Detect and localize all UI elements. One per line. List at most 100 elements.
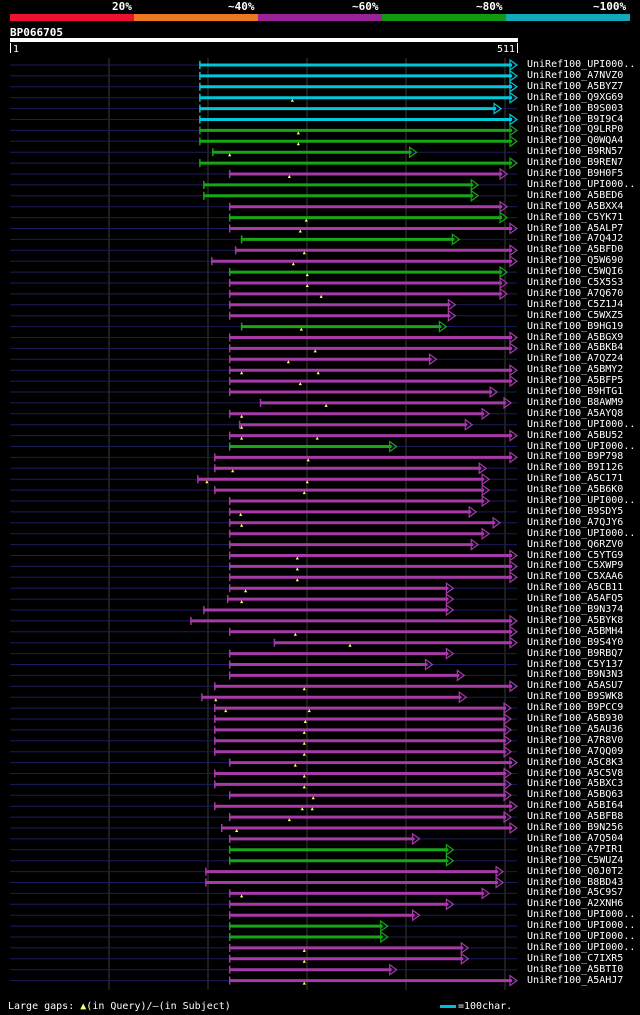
hit-name-link[interactable]: UniRef100_A5BFP5 (527, 375, 624, 387)
hit-name-link[interactable]: UniRef100_A5AU36 (527, 723, 624, 735)
hit-name-link[interactable]: UniRef100_UPI000.. (527, 941, 636, 953)
gap-marker-icon (302, 730, 306, 734)
hit-name-link[interactable]: UniRef100_B9RN57 (527, 146, 624, 158)
hit-name-link[interactable]: UniRef100_A5C8K3 (527, 756, 624, 768)
hit-name-link[interactable]: UniRef100_A2XNH6 (527, 898, 624, 910)
hit-name-link[interactable]: UniRef100_C7IXR5 (527, 952, 624, 964)
hit-name-link[interactable]: UniRef100_Q9LRP0 (527, 124, 624, 136)
hit-arrow-icon (509, 800, 519, 813)
hit-name-link[interactable]: UniRef100_B9N3N3 (527, 669, 624, 681)
hit-name-link[interactable]: UniRef100_A5BI64 (527, 800, 624, 812)
hit-name-link[interactable]: UniRef100_B9RBQ7 (527, 647, 624, 659)
hit-name-link[interactable]: UniRef100_A5AYQ8 (527, 407, 624, 419)
hit-arrow-icon (495, 865, 505, 878)
hit-name-link[interactable]: UniRef100_Q9XG69 (527, 91, 624, 103)
hit-name-link[interactable]: UniRef100_B9P798 (527, 451, 624, 463)
hit-name-link[interactable]: UniRef100_A5BYZ7 (527, 80, 624, 92)
hit-name-link[interactable]: UniRef100_UPI000.. (527, 59, 636, 70)
hit-name-link[interactable]: UniRef100_B9N374 (527, 604, 624, 615)
gap-marker-icon (291, 262, 295, 266)
hit-name-link[interactable]: UniRef100_A5B6K0 (527, 484, 624, 496)
hit-name-link[interactable]: UniRef100_A7QJY6 (527, 516, 624, 528)
hit-name-link[interactable]: UniRef100_B8AWM9 (527, 396, 624, 408)
hit-name-link[interactable]: UniRef100_C5XWP9 (527, 560, 624, 572)
hit-name-link[interactable]: UniRef100_A5CB11 (527, 582, 624, 594)
hit-name-link[interactable]: UniRef100_C5YK71 (527, 211, 624, 223)
hit-name-link[interactable]: UniRef100_A5BFD0 (527, 244, 624, 256)
hit-name-link[interactable]: UniRef100_B9PCC9 (527, 702, 624, 714)
hit-name-link[interactable]: UniRef100_B9S003 (527, 102, 624, 114)
hit-name-link[interactable]: UniRef100_UPI000.. (527, 909, 636, 921)
hit-name-link[interactable]: UniRef100_B9SWK8 (527, 691, 624, 703)
hit-name-link[interactable]: UniRef100_UPI000.. (527, 178, 636, 190)
hit-name-link[interactable]: UniRef100_B9REN7 (527, 157, 624, 169)
hit-name-link[interactable]: UniRef100_A5BMY2 (527, 364, 624, 376)
hit-arrow-icon (499, 211, 509, 224)
gap-marker-icon (302, 491, 306, 495)
hit-name-link[interactable]: UniRef100_A7QQ09 (527, 745, 624, 757)
gap-marker-icon (302, 752, 306, 756)
hit-name-link[interactable]: UniRef100_C5YTG9 (527, 549, 624, 561)
hit-arrow-icon (460, 941, 470, 955)
hit-name-link[interactable]: UniRef100_A5BYK8 (527, 614, 624, 626)
hit-name-link[interactable]: UniRef100_C5WUZ4 (527, 854, 624, 866)
hit-name-link[interactable]: UniRef100_UPI000.. (527, 920, 636, 932)
hit-name-link[interactable]: UniRef100_B9I126 (527, 462, 624, 474)
hit-name-link[interactable]: UniRef100_A7NVZ0 (527, 69, 624, 81)
hit-name-link[interactable]: UniRef100_A7PIR1 (527, 843, 624, 855)
hit-name-link[interactable]: UniRef100_B9SDY5 (527, 505, 624, 517)
hit-name-link[interactable]: UniRef100_A5AFQ5 (527, 593, 624, 605)
hit-name-link[interactable]: UniRef100_A5B930 (527, 713, 624, 724)
hit-name-link[interactable]: UniRef100_A5BQ63 (527, 789, 624, 801)
hit-name-link[interactable]: UniRef100_A5C9S7 (527, 887, 624, 899)
hit-name-link[interactable]: UniRef100_A7R8V0 (527, 734, 624, 746)
hit-name-link[interactable]: UniRef100_B9HG19 (527, 320, 624, 332)
hit-name-link[interactable]: UniRef100_A7Q504 (527, 832, 624, 844)
hit-name-link[interactable]: UniRef100_UPI000.. (527, 440, 636, 452)
hit-name-link[interactable]: UniRef100_A5BGX9 (527, 331, 624, 343)
hit-name-link[interactable]: UniRef100_A5ASU7 (527, 680, 624, 692)
hit-name-link[interactable]: UniRef100_A5AHJ7 (527, 974, 624, 986)
hit-name-link[interactable]: UniRef100_A5BED6 (527, 189, 624, 201)
hit-name-link[interactable]: UniRef100_Q0J0T2 (527, 865, 624, 877)
hit-name-link[interactable]: UniRef100_B9N256 (527, 822, 624, 833)
hit-name-link[interactable]: UniRef100_A7Q4J2 (527, 233, 624, 245)
hit-name-link[interactable]: UniRef100_A7QZ24 (527, 353, 624, 365)
hit-name-link[interactable]: UniRef100_C5WXZ5 (527, 309, 624, 321)
hit-name-link[interactable]: UniRef100_UPI000.. (527, 418, 636, 430)
hit-name-link[interactable]: UniRef100_C5XAA6 (527, 571, 624, 583)
hit-name-link[interactable]: UniRef100_Q0WQA4 (527, 135, 624, 147)
gap-marker-icon (304, 218, 308, 222)
hit-name-link[interactable]: UniRef100_UPI000.. (527, 495, 636, 506)
hit-name-link[interactable]: UniRef100_A5BKB4 (527, 342, 624, 354)
hit-name-link[interactable]: UniRef100_B9H0F5 (527, 168, 624, 179)
hit-name-link[interactable]: UniRef100_A7Q670 (527, 287, 624, 299)
hit-name-link[interactable]: UniRef100_B9S4Y0 (527, 636, 624, 648)
hit-name-link[interactable]: UniRef100_A5BXC3 (527, 778, 624, 790)
hit-name-link[interactable]: UniRef100_C5X5S3 (527, 277, 624, 288)
hit-name-link[interactable]: UniRef100_A5C171 (527, 473, 624, 485)
hit-name-link[interactable]: UniRef100_A5BTI0 (527, 963, 624, 975)
hit-name-link[interactable]: UniRef100_C5WQI6 (527, 266, 624, 278)
hit-name-link[interactable]: UniRef100_A5ALP7 (527, 222, 624, 234)
hit-arrow-icon (481, 483, 491, 497)
gap-marker-icon (286, 360, 290, 364)
hit-name-link[interactable]: UniRef100_A5BMH4 (527, 625, 624, 637)
hit-name-link[interactable]: UniRef100_B8BD43 (527, 876, 624, 888)
hit-name-link[interactable]: UniRef100_B9I9C4 (527, 113, 624, 125)
hit-name-link[interactable]: UniRef100_C5Z1J4 (527, 298, 624, 310)
hit-name-link[interactable]: UniRef100_UPI000.. (527, 527, 636, 539)
hit-name-link[interactable]: UniRef100_UPI000.. (527, 931, 636, 942)
hit-name-link[interactable]: UniRef100_A5C5V8 (527, 767, 624, 779)
hit-name-link[interactable]: UniRef100_B9HTG1 (527, 386, 624, 397)
hit-name-link[interactable]: UniRef100_C5Y137 (527, 658, 624, 670)
legend-swatch-40 (134, 14, 258, 21)
hit-name-link[interactable]: UniRef100_A5BU52 (527, 429, 624, 441)
hit-name-link[interactable]: UniRef100_A5BXX4 (527, 200, 624, 212)
hit-name-link[interactable]: UniRef100_Q5W690 (527, 255, 624, 267)
hit-name-link[interactable]: UniRef100_A5BFB8 (527, 811, 624, 823)
hit-name-link[interactable]: UniRef100_Q6RZV0 (527, 538, 624, 550)
hit-arrow-icon (464, 418, 474, 431)
hit-arrow-icon (503, 396, 513, 410)
gap-marker-icon (235, 829, 239, 832)
